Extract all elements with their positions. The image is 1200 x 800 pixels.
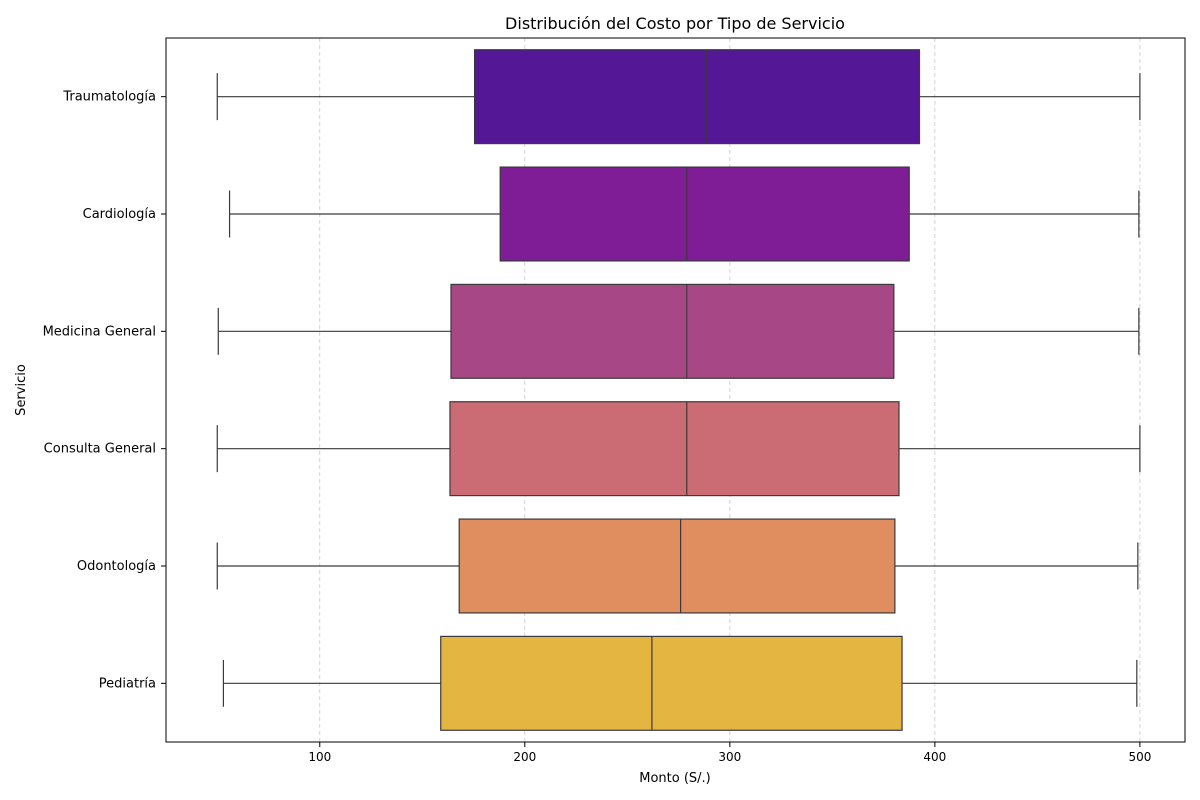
x-tick-label: 200 [513,750,536,764]
x-axis-label: Monto (S/.) [639,771,711,786]
iqr-box [499,166,910,262]
y-tick-label: Cardiología [83,207,156,222]
y-axis-ticks: Traumatología Cardiología Medicina General… [43,90,166,691]
box-group [216,401,1141,497]
chart-title: Distribución del Costo por Tipo de Servi… [505,14,845,33]
grid-lines [319,38,1141,742]
iqr-box [449,401,900,497]
box-group [216,49,1141,145]
y-tick-label: Medicina General [43,324,156,339]
iqr-box [458,518,896,614]
boxes-layer [216,49,1141,731]
box-group [217,283,1140,379]
iqr-box [440,635,903,731]
y-tick-label: Odontología [77,559,156,574]
iqr-box [473,49,921,145]
y-axis-label: Servicio [14,364,29,416]
x-tick-label: 300 [718,750,741,764]
iqr-box [450,283,895,379]
y-tick-label: Traumatología [62,90,156,105]
y-tick-label: Consulta General [44,442,156,457]
x-tick-label: 100 [308,750,331,764]
x-tick-label: 500 [1128,750,1151,764]
box-group [222,635,1138,731]
box-group [228,166,1140,262]
x-tick-label: 400 [923,750,946,764]
y-tick-label: Pediatría [99,676,156,691]
plot-frame [165,37,1186,743]
x-axis-ticks: 100 200 300 400 500 [308,742,1151,764]
box-group [216,518,1139,614]
